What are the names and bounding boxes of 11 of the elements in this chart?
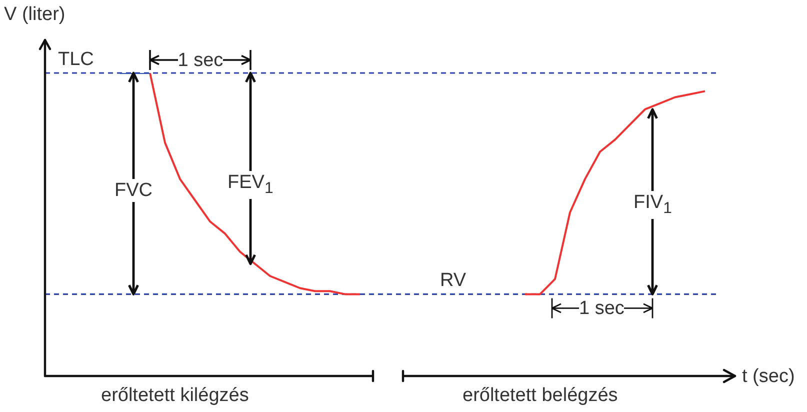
annotation: FEV$_{1}$ xyxy=(228,171,274,199)
annotation: FIV$_{1}$ xyxy=(634,191,672,219)
x-axis-title: t (sec) xyxy=(742,366,795,386)
text: erőltetett kilégzés xyxy=(101,384,249,406)
text: 1 sec xyxy=(178,48,224,72)
text: erőltetett belégzés xyxy=(462,384,618,406)
annotation: 1 sec xyxy=(579,296,624,320)
ref-line-label: TLC xyxy=(58,48,94,70)
ref-line-label: RV xyxy=(440,270,466,291)
y-axis-title: V (liter) xyxy=(4,4,66,24)
annotation: FVC xyxy=(114,178,152,202)
